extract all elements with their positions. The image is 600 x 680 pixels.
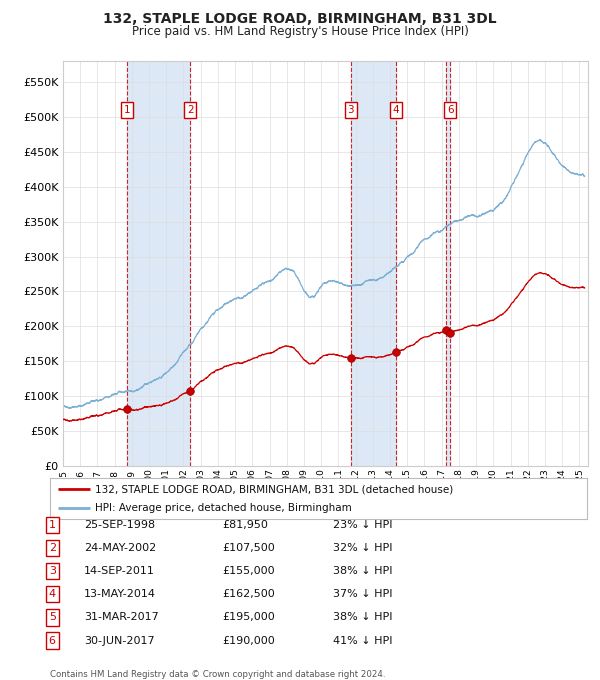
Text: 2: 2	[49, 543, 56, 553]
Text: 3: 3	[49, 566, 56, 576]
Text: 32% ↓ HPI: 32% ↓ HPI	[333, 543, 392, 553]
Text: 4: 4	[49, 590, 56, 599]
Text: 31-MAR-2017: 31-MAR-2017	[84, 613, 159, 622]
Text: Contains HM Land Registry data © Crown copyright and database right 2024.: Contains HM Land Registry data © Crown c…	[50, 670, 385, 679]
Text: 6: 6	[49, 636, 56, 645]
Text: 24-MAY-2002: 24-MAY-2002	[84, 543, 156, 553]
Text: 38% ↓ HPI: 38% ↓ HPI	[333, 566, 392, 576]
Text: £155,000: £155,000	[222, 566, 275, 576]
Text: 3: 3	[347, 105, 354, 115]
Bar	[127, 61, 190, 466]
Text: £195,000: £195,000	[222, 613, 275, 622]
Text: 38% ↓ HPI: 38% ↓ HPI	[333, 613, 392, 622]
Text: 5: 5	[49, 613, 56, 622]
Text: Price paid vs. HM Land Registry's House Price Index (HPI): Price paid vs. HM Land Registry's House …	[131, 25, 469, 38]
Text: £162,500: £162,500	[222, 590, 275, 599]
Text: £190,000: £190,000	[222, 636, 275, 645]
Text: 41% ↓ HPI: 41% ↓ HPI	[333, 636, 392, 645]
Text: £107,500: £107,500	[222, 543, 275, 553]
Text: 13-MAY-2014: 13-MAY-2014	[84, 590, 156, 599]
Text: 132, STAPLE LODGE ROAD, BIRMINGHAM, B31 3DL: 132, STAPLE LODGE ROAD, BIRMINGHAM, B31 …	[103, 12, 497, 27]
Text: 6: 6	[447, 105, 454, 115]
Text: 25-SEP-1998: 25-SEP-1998	[84, 520, 155, 530]
Text: HPI: Average price, detached house, Birmingham: HPI: Average price, detached house, Birm…	[95, 503, 352, 513]
Text: 4: 4	[393, 105, 400, 115]
Text: 30-JUN-2017: 30-JUN-2017	[84, 636, 155, 645]
Text: 132, STAPLE LODGE ROAD, BIRMINGHAM, B31 3DL (detached house): 132, STAPLE LODGE ROAD, BIRMINGHAM, B31 …	[95, 484, 454, 494]
Bar	[446, 61, 450, 466]
Text: 1: 1	[124, 105, 131, 115]
Text: 14-SEP-2011: 14-SEP-2011	[84, 566, 155, 576]
Text: 1: 1	[49, 520, 56, 530]
Text: 2: 2	[187, 105, 194, 115]
Text: £81,950: £81,950	[222, 520, 268, 530]
Text: 23% ↓ HPI: 23% ↓ HPI	[333, 520, 392, 530]
Text: 37% ↓ HPI: 37% ↓ HPI	[333, 590, 392, 599]
Bar	[350, 61, 396, 466]
